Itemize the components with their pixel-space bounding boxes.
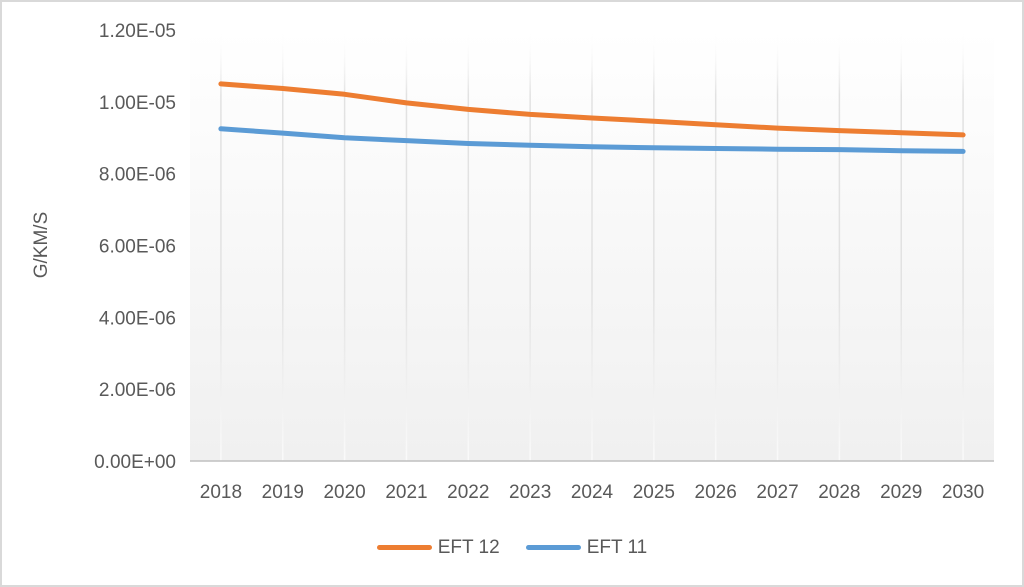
- x-tick-label: 2019: [262, 482, 304, 503]
- x-tick-label: 2020: [323, 482, 365, 503]
- y-tick-label: 0.00E+00: [94, 452, 176, 473]
- x-tick-label: 2018: [200, 482, 242, 503]
- x-tick-label: 2027: [756, 482, 798, 503]
- y-axis-title: G/KM/S: [31, 212, 52, 279]
- x-tick-label: 2025: [633, 482, 675, 503]
- legend-item-eft12: EFT 12: [376, 536, 500, 558]
- eft11-line-marker-icon: [525, 544, 581, 550]
- y-tick-label: 2.00E-06: [99, 380, 176, 401]
- x-tick-label: 2024: [571, 482, 614, 503]
- y-tick-label: 4.00E-06: [99, 308, 176, 329]
- x-tick-label: 2030: [942, 482, 984, 503]
- y-tick-label: 8.00E-06: [99, 165, 176, 186]
- y-tick-label: 6.00E-06: [99, 237, 176, 258]
- series-line-eft11: [218, 126, 966, 154]
- legend-label-eft11: EFT 11: [586, 536, 648, 558]
- x-tick-label: 2021: [385, 482, 427, 503]
- x-tick-label: 2026: [695, 482, 737, 503]
- eft12-line-marker-icon: [376, 544, 432, 550]
- legend-item-eft11: EFT 11: [525, 536, 648, 558]
- y-tick-label: 1.00E-05: [99, 93, 176, 114]
- chart-legend: EFT 12 EFT 11: [0, 534, 1024, 560]
- x-tick-label: 2023: [509, 482, 551, 503]
- x-tick-label: 2029: [880, 482, 922, 503]
- x-tick-label: 2022: [447, 482, 489, 503]
- x-tick-label: 2028: [818, 482, 860, 503]
- y-tick-label: 1.20E-05: [99, 21, 176, 42]
- series-line-eft12: [218, 81, 966, 138]
- legend-label-eft12: EFT 12: [437, 536, 500, 558]
